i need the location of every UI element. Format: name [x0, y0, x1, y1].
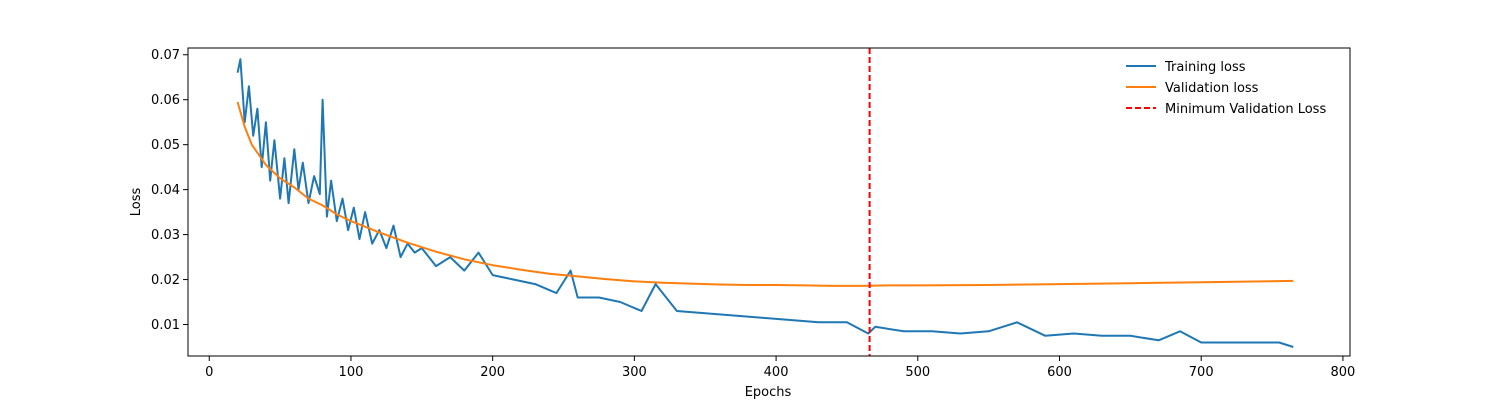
- y-tick-label: 0.02: [151, 273, 180, 288]
- x-tick-label: 600: [1047, 365, 1072, 380]
- x-axis-label: Epochs: [745, 385, 792, 400]
- x-tick-label: 500: [905, 365, 930, 380]
- plot-frame: [187, 47, 1351, 357]
- y-tick-label: 0.05: [151, 138, 180, 153]
- training-loss-line: [236, 58, 1294, 348]
- y-tick-label: 0.06: [151, 93, 180, 108]
- y-tick-label: 0.07: [151, 48, 180, 63]
- legend-label-minimum-validation-loss: Minimum Validation Loss: [1165, 102, 1326, 117]
- legend-label-training-loss: Training loss: [1164, 60, 1246, 75]
- x-tick-label: 400: [764, 365, 789, 380]
- x-tick-label: 700: [1189, 365, 1214, 380]
- validation-loss-line: [236, 101, 1294, 287]
- legend-label-validation-loss: Validation loss: [1165, 81, 1259, 96]
- legend: Training loss Validation loss Minimum Vali…: [1126, 60, 1326, 117]
- y-tick-label: 0.04: [151, 183, 180, 198]
- x-tick-label: 0: [205, 365, 213, 380]
- x-tick-label: 100: [339, 365, 364, 380]
- x-tick-label: 200: [480, 365, 505, 380]
- y-axis-label: Loss: [129, 188, 144, 217]
- x-tick-label: 800: [1331, 365, 1356, 380]
- plot-area: [236, 48, 1294, 356]
- y-tick-label: 0.03: [151, 228, 180, 243]
- axes: 0 100 200 300 400 500 600 700 800 0.01 0.02 0.03 0.0…: [151, 47, 1356, 380]
- x-tick-label: 300: [622, 365, 647, 380]
- y-tick-label: 0.01: [151, 318, 180, 333]
